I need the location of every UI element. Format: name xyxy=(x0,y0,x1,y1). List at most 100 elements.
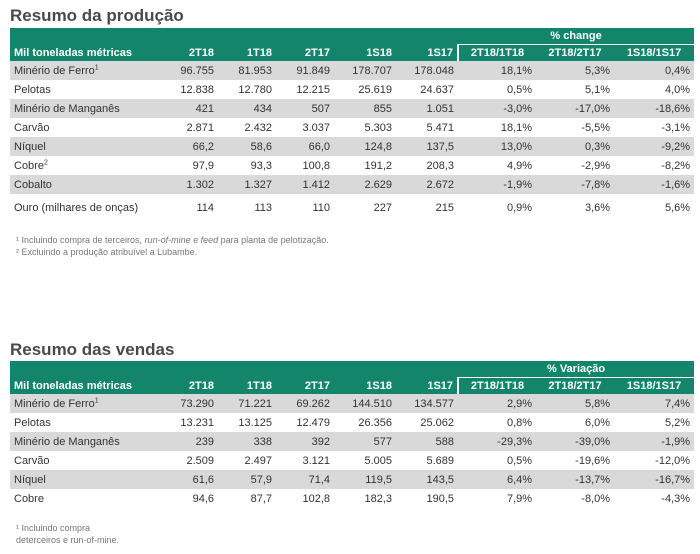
sales-table: % Variação Mil toneladas métricas 2T18 1T1… xyxy=(10,361,695,508)
table-cell: 191,2 xyxy=(334,156,396,175)
row-label: Níquel xyxy=(10,470,160,489)
table-cell: 434 xyxy=(218,99,276,118)
sales-header-0: Mil toneladas métricas xyxy=(14,379,132,392)
table-cell: 57,9 xyxy=(218,470,276,489)
table-cell: 5.689 xyxy=(396,451,459,470)
table-cell: 208,3 xyxy=(396,156,459,175)
row-label-text: Minério de Ferro xyxy=(14,397,95,410)
sales-header-7: 2T18/2T17 xyxy=(548,379,602,392)
table-cell: 137,5 xyxy=(396,137,459,156)
table-cell: 18,1% xyxy=(458,118,537,137)
table-cell: 143,5 xyxy=(396,470,459,489)
table-cell: -12,0% xyxy=(614,451,695,470)
table-cell: 577 xyxy=(334,432,396,451)
table-cell: 119,5 xyxy=(334,470,396,489)
sales-header-6: 2T18/1T18 xyxy=(457,377,537,394)
sales-header-8: 1S18/1S17 xyxy=(626,379,682,392)
table-cell: 0,8% xyxy=(458,413,537,432)
table-cell: 58,6 xyxy=(218,137,276,156)
production-header-6: 2T18/1T18 xyxy=(457,44,537,61)
table-cell: 13,0% xyxy=(458,137,537,156)
table-cell: 1.302 xyxy=(160,175,218,194)
sales-header-2: 1T18 xyxy=(246,379,272,392)
table-cell: 69.262 xyxy=(276,394,334,413)
sales-change-label: % Variação xyxy=(458,361,695,378)
table-cell: 2.871 xyxy=(160,118,218,137)
table-cell: 2.509 xyxy=(160,451,218,470)
table-cell: 26.356 xyxy=(334,413,396,432)
sales-header-4: 1S18 xyxy=(366,379,392,392)
table-row: Carvão 2.509 2.497 3.121 5.005 5.689 0,5% -19,6… xyxy=(10,451,695,470)
table-cell: 113 xyxy=(218,194,276,221)
table-row: Minério de Manganês 421 434 507 855 1.051 -3,0… xyxy=(10,99,695,118)
row-label-text: Pelotas xyxy=(14,83,51,96)
table-cell: 5,1% xyxy=(536,80,615,99)
table-cell: -3,1% xyxy=(614,118,695,137)
table-cell: -1,9% xyxy=(458,175,537,194)
table-cell: 3.121 xyxy=(276,451,334,470)
row-label: Níquel xyxy=(10,137,160,156)
row-label-text: Minério de Manganês xyxy=(14,102,120,115)
footnote-marker: 1 xyxy=(94,396,99,404)
table-cell: -29,3% xyxy=(458,432,537,451)
table-row: Minério de Ferro1 73.290 71.221 69.262 144.5… xyxy=(10,394,695,413)
table-cell: 1.412 xyxy=(276,175,334,194)
table-cell: 81.953 xyxy=(218,61,276,80)
table-cell: 73.290 xyxy=(160,394,218,413)
table-cell: 227 xyxy=(334,194,396,221)
table-cell: 182,3 xyxy=(334,489,396,508)
row-label-text: Cobalto xyxy=(14,178,52,191)
table-row: Pelotas 13.231 13.125 12.479 26.356 25.062 0,8… xyxy=(10,413,695,432)
row-label: Cobre xyxy=(10,489,160,508)
table-cell: 5.303 xyxy=(334,118,396,137)
table-cell: 338 xyxy=(218,432,276,451)
table-cell: -5,5% xyxy=(536,118,615,137)
table-cell: 5,2% xyxy=(614,413,695,432)
production-header-1: 2T18 xyxy=(188,46,214,59)
table-cell: 18,1% xyxy=(458,61,537,80)
table-cell: 91.849 xyxy=(276,61,334,80)
table-cell: 114 xyxy=(160,194,218,221)
table-cell: 0,5% xyxy=(458,80,537,99)
table-cell: 124,8 xyxy=(334,137,396,156)
table-cell: 6,0% xyxy=(536,413,615,432)
row-label: Minério de Ferro1 xyxy=(10,394,160,413)
table-cell: -16,7% xyxy=(614,470,695,489)
row-label: Pelotas xyxy=(10,413,160,432)
production-header-2: 1T18 xyxy=(246,46,272,59)
production-header-3: 2T17 xyxy=(304,46,330,59)
table-cell: 4,0% xyxy=(614,80,695,99)
table-cell: 6,4% xyxy=(458,470,537,489)
table-cell: 134.577 xyxy=(396,394,459,413)
table-cell: -1,6% xyxy=(614,175,695,194)
production-table: % change Mil toneladas métricas 2T18 1T18 2… xyxy=(10,28,695,221)
production-header-8: 1S18/1S17 xyxy=(626,46,682,59)
table-cell: 13.125 xyxy=(218,413,276,432)
table-cell: 12.215 xyxy=(276,80,334,99)
table-cell: 7,9% xyxy=(458,489,537,508)
row-label-text: Cobre xyxy=(14,159,44,172)
production-header-0: Mil toneladas métricas xyxy=(14,46,132,59)
production-header-5: 1S17 xyxy=(427,46,454,59)
table-cell: 0,4% xyxy=(614,61,695,80)
row-label: Pelotas xyxy=(10,80,160,99)
table-cell: 1.327 xyxy=(218,175,276,194)
table-cell: 2.672 xyxy=(396,175,459,194)
table-cell: 100,8 xyxy=(276,156,334,175)
table-cell: 66,2 xyxy=(160,137,218,156)
table-cell: 855 xyxy=(334,99,396,118)
table-row: Cobre 94,6 87,7 102,8 182,3 190,5 7,9% -8,0% -4,… xyxy=(10,489,695,508)
production-title: Resumo da produção xyxy=(10,6,184,25)
table-cell: -7,8% xyxy=(536,175,615,194)
production-header-7: 2T18/2T17 xyxy=(548,46,602,59)
table-cell: 215 xyxy=(396,194,459,221)
table-cell: 0,5% xyxy=(458,451,537,470)
table-cell: 4,9% xyxy=(458,156,537,175)
sales-header-3: 2T17 xyxy=(304,379,330,392)
table-cell: 2.432 xyxy=(218,118,276,137)
table-cell: 144.510 xyxy=(334,394,396,413)
table-cell: 102,8 xyxy=(276,489,334,508)
table-cell: 5,3% xyxy=(536,61,615,80)
table-cell: -1,9% xyxy=(614,432,695,451)
row-label-text: Pelotas xyxy=(14,416,51,429)
